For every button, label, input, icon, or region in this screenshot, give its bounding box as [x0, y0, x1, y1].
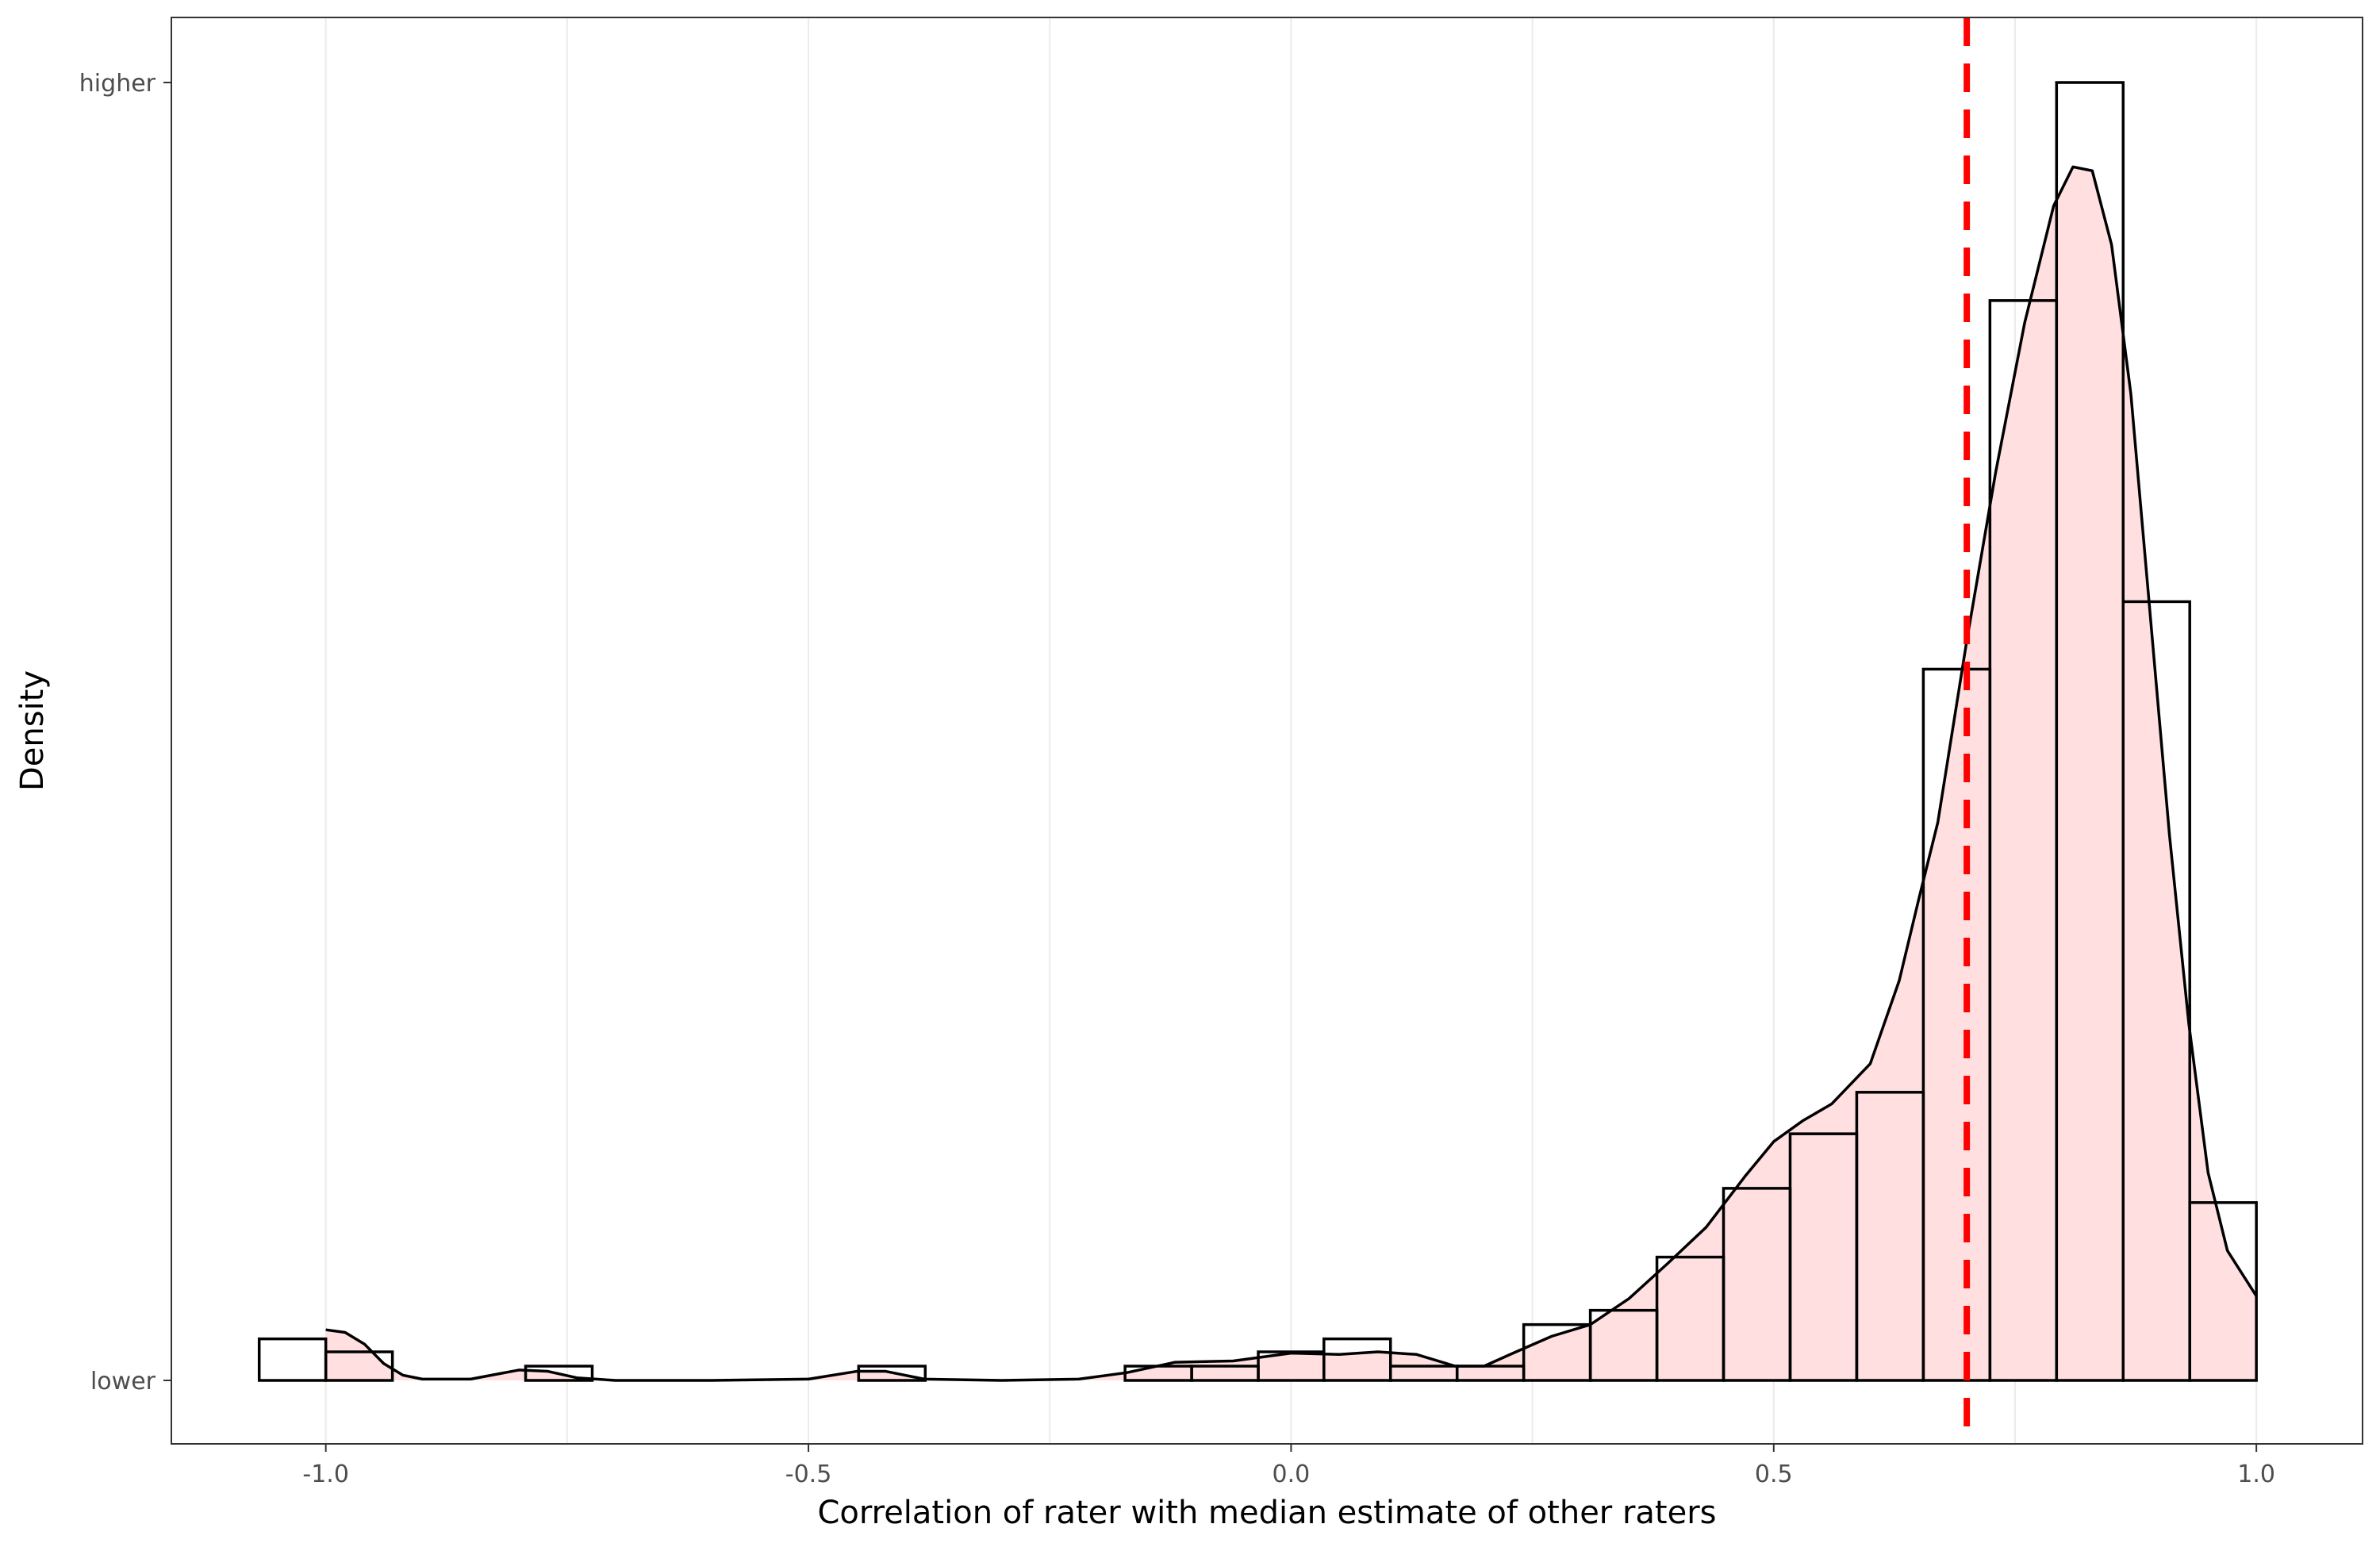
histogram-bars [257, 81, 2258, 1382]
density-layer [325, 167, 2257, 1381]
x-axis: -1.0 -0.5 0.0 0.5 1.0 [302, 1444, 2275, 1488]
y-axis-title: Density [14, 670, 51, 791]
histogram-bar [1322, 1337, 1392, 1382]
grid-lines [324, 17, 2258, 1444]
x-tick-label: 0.5 [1755, 1461, 1793, 1488]
density-area [325, 167, 2257, 1381]
density-curve [325, 165, 2258, 1382]
histogram-bar [524, 1365, 594, 1382]
histogram-bar [2121, 600, 2191, 1382]
x-tick-label: 0.0 [1273, 1461, 1311, 1488]
histogram-bar [2188, 1201, 2258, 1382]
x-axis-title: Correlation of rater with median estimat… [817, 1495, 1716, 1531]
y-tick-label: higher [79, 70, 156, 98]
histogram-bar [257, 1337, 328, 1382]
density-curve-layer [325, 165, 2258, 1382]
histogram-bar [857, 1365, 927, 1382]
x-tick-label: 1.0 [2237, 1461, 2275, 1488]
histogram-bar [324, 1350, 394, 1382]
panel-border [171, 17, 2363, 1445]
x-tick-label: -0.5 [785, 1461, 832, 1488]
y-tick-label: lower [90, 1368, 156, 1395]
x-tick-label: -1.0 [302, 1461, 349, 1488]
y-axis: lower higher [79, 70, 171, 1395]
